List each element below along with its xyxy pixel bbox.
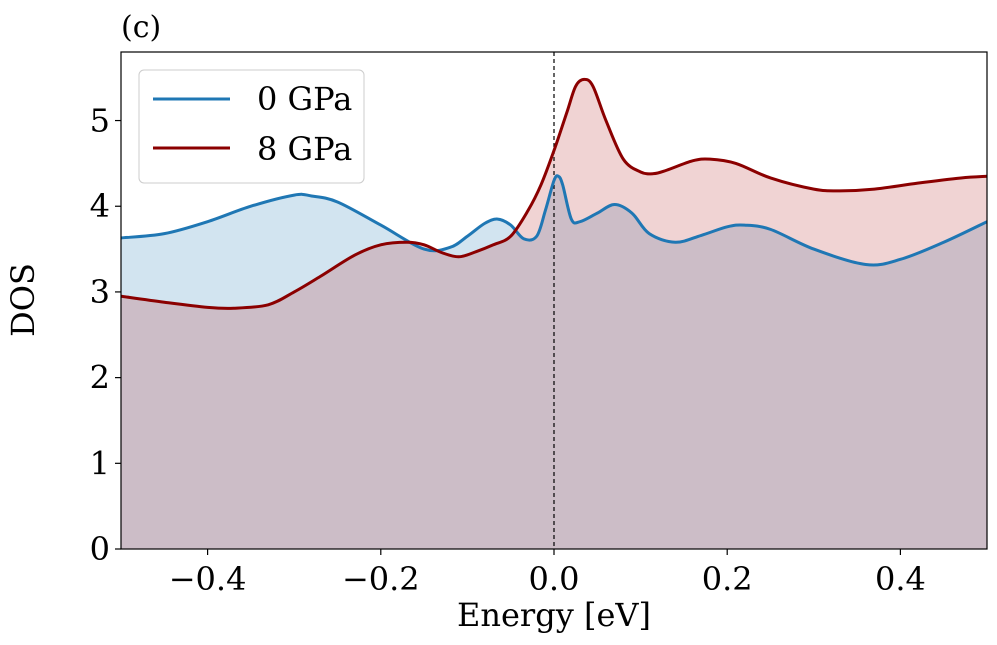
x-tick-label: −0.4	[169, 560, 247, 598]
legend: 0 GPa 8 GPa	[138, 69, 365, 184]
y-tick-label: 0	[90, 530, 110, 568]
y-tick-label: 1	[90, 444, 110, 482]
panel-label: (c)	[121, 10, 161, 45]
series-line-8gpa	[121, 77, 987, 310]
x-axis-label: Energy [eV]	[457, 596, 651, 634]
y-tick-label: 2	[90, 359, 110, 397]
legend-label-8gpa: 8 GPa	[257, 130, 352, 168]
series-line-0gpa	[121, 174, 987, 267]
series-lines	[121, 77, 987, 310]
x-tick-label: −0.2	[342, 560, 420, 598]
y-tick-label: 4	[90, 187, 110, 225]
y-axis-label: DOS	[4, 263, 42, 337]
legend-label-0gpa: 0 GPa	[257, 80, 352, 118]
x-axis-ticks: −0.4 −0.2 0.0 0.2 0.4	[169, 549, 926, 598]
y-tick-label: 3	[90, 273, 110, 311]
y-axis-ticks: 0 1 2 3 4 5	[90, 102, 121, 568]
y-tick-label: 5	[90, 102, 110, 140]
x-tick-label: 0.2	[702, 560, 753, 598]
x-tick-label: 0.4	[875, 560, 926, 598]
x-tick-label: 0.0	[529, 560, 580, 598]
